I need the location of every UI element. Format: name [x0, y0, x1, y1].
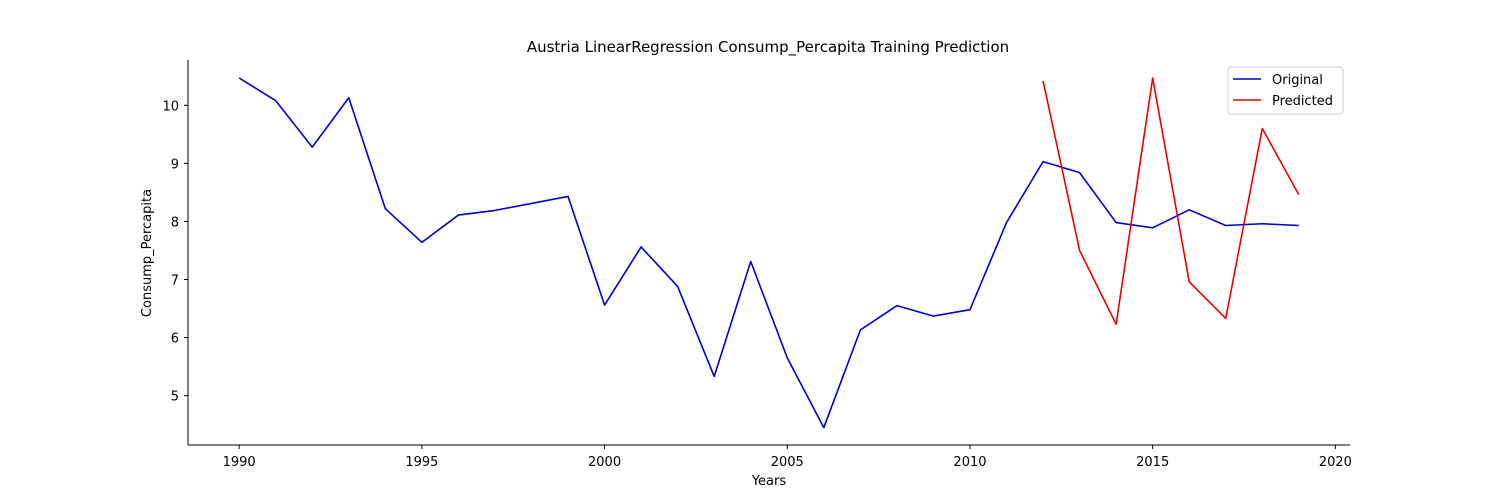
y-tick-label: 10	[162, 99, 179, 114]
x-tick-label: 2005	[771, 455, 804, 470]
x-tick-label: 2010	[953, 455, 986, 470]
y-tick-label: 8	[171, 215, 179, 230]
y-ticks: 5 6 7 8 9 10	[162, 99, 188, 405]
x-tick-label: 1995	[405, 455, 438, 470]
y-tick-label: 7	[171, 274, 179, 289]
series-line-original	[238, 77, 1299, 429]
legend-label-predicted: Predicted	[1272, 94, 1333, 109]
axes	[187, 60, 1350, 446]
x-tick-label: 2020	[1319, 455, 1352, 470]
y-tick-label: 9	[171, 157, 179, 172]
x-ticks: 1990 1995 2000 2005 2010 2015 2020	[223, 445, 1352, 470]
y-axis-title: Consump_Percapita	[140, 189, 155, 317]
chart-title: Austria LinearRegression Consump_Percapi…	[527, 38, 1009, 57]
series-line-predicted	[1042, 77, 1300, 326]
x-axis-title: Years	[751, 474, 787, 489]
plot-area	[238, 77, 1300, 429]
y-tick-label: 5	[171, 390, 179, 405]
x-tick-label: 1990	[223, 455, 256, 470]
y-tick-label: 6	[171, 332, 179, 347]
legend-label-original: Original	[1272, 73, 1323, 88]
legend: Original Predicted	[1227, 66, 1344, 115]
x-tick-label: 2015	[1136, 455, 1169, 470]
x-tick-label: 2000	[588, 455, 621, 470]
